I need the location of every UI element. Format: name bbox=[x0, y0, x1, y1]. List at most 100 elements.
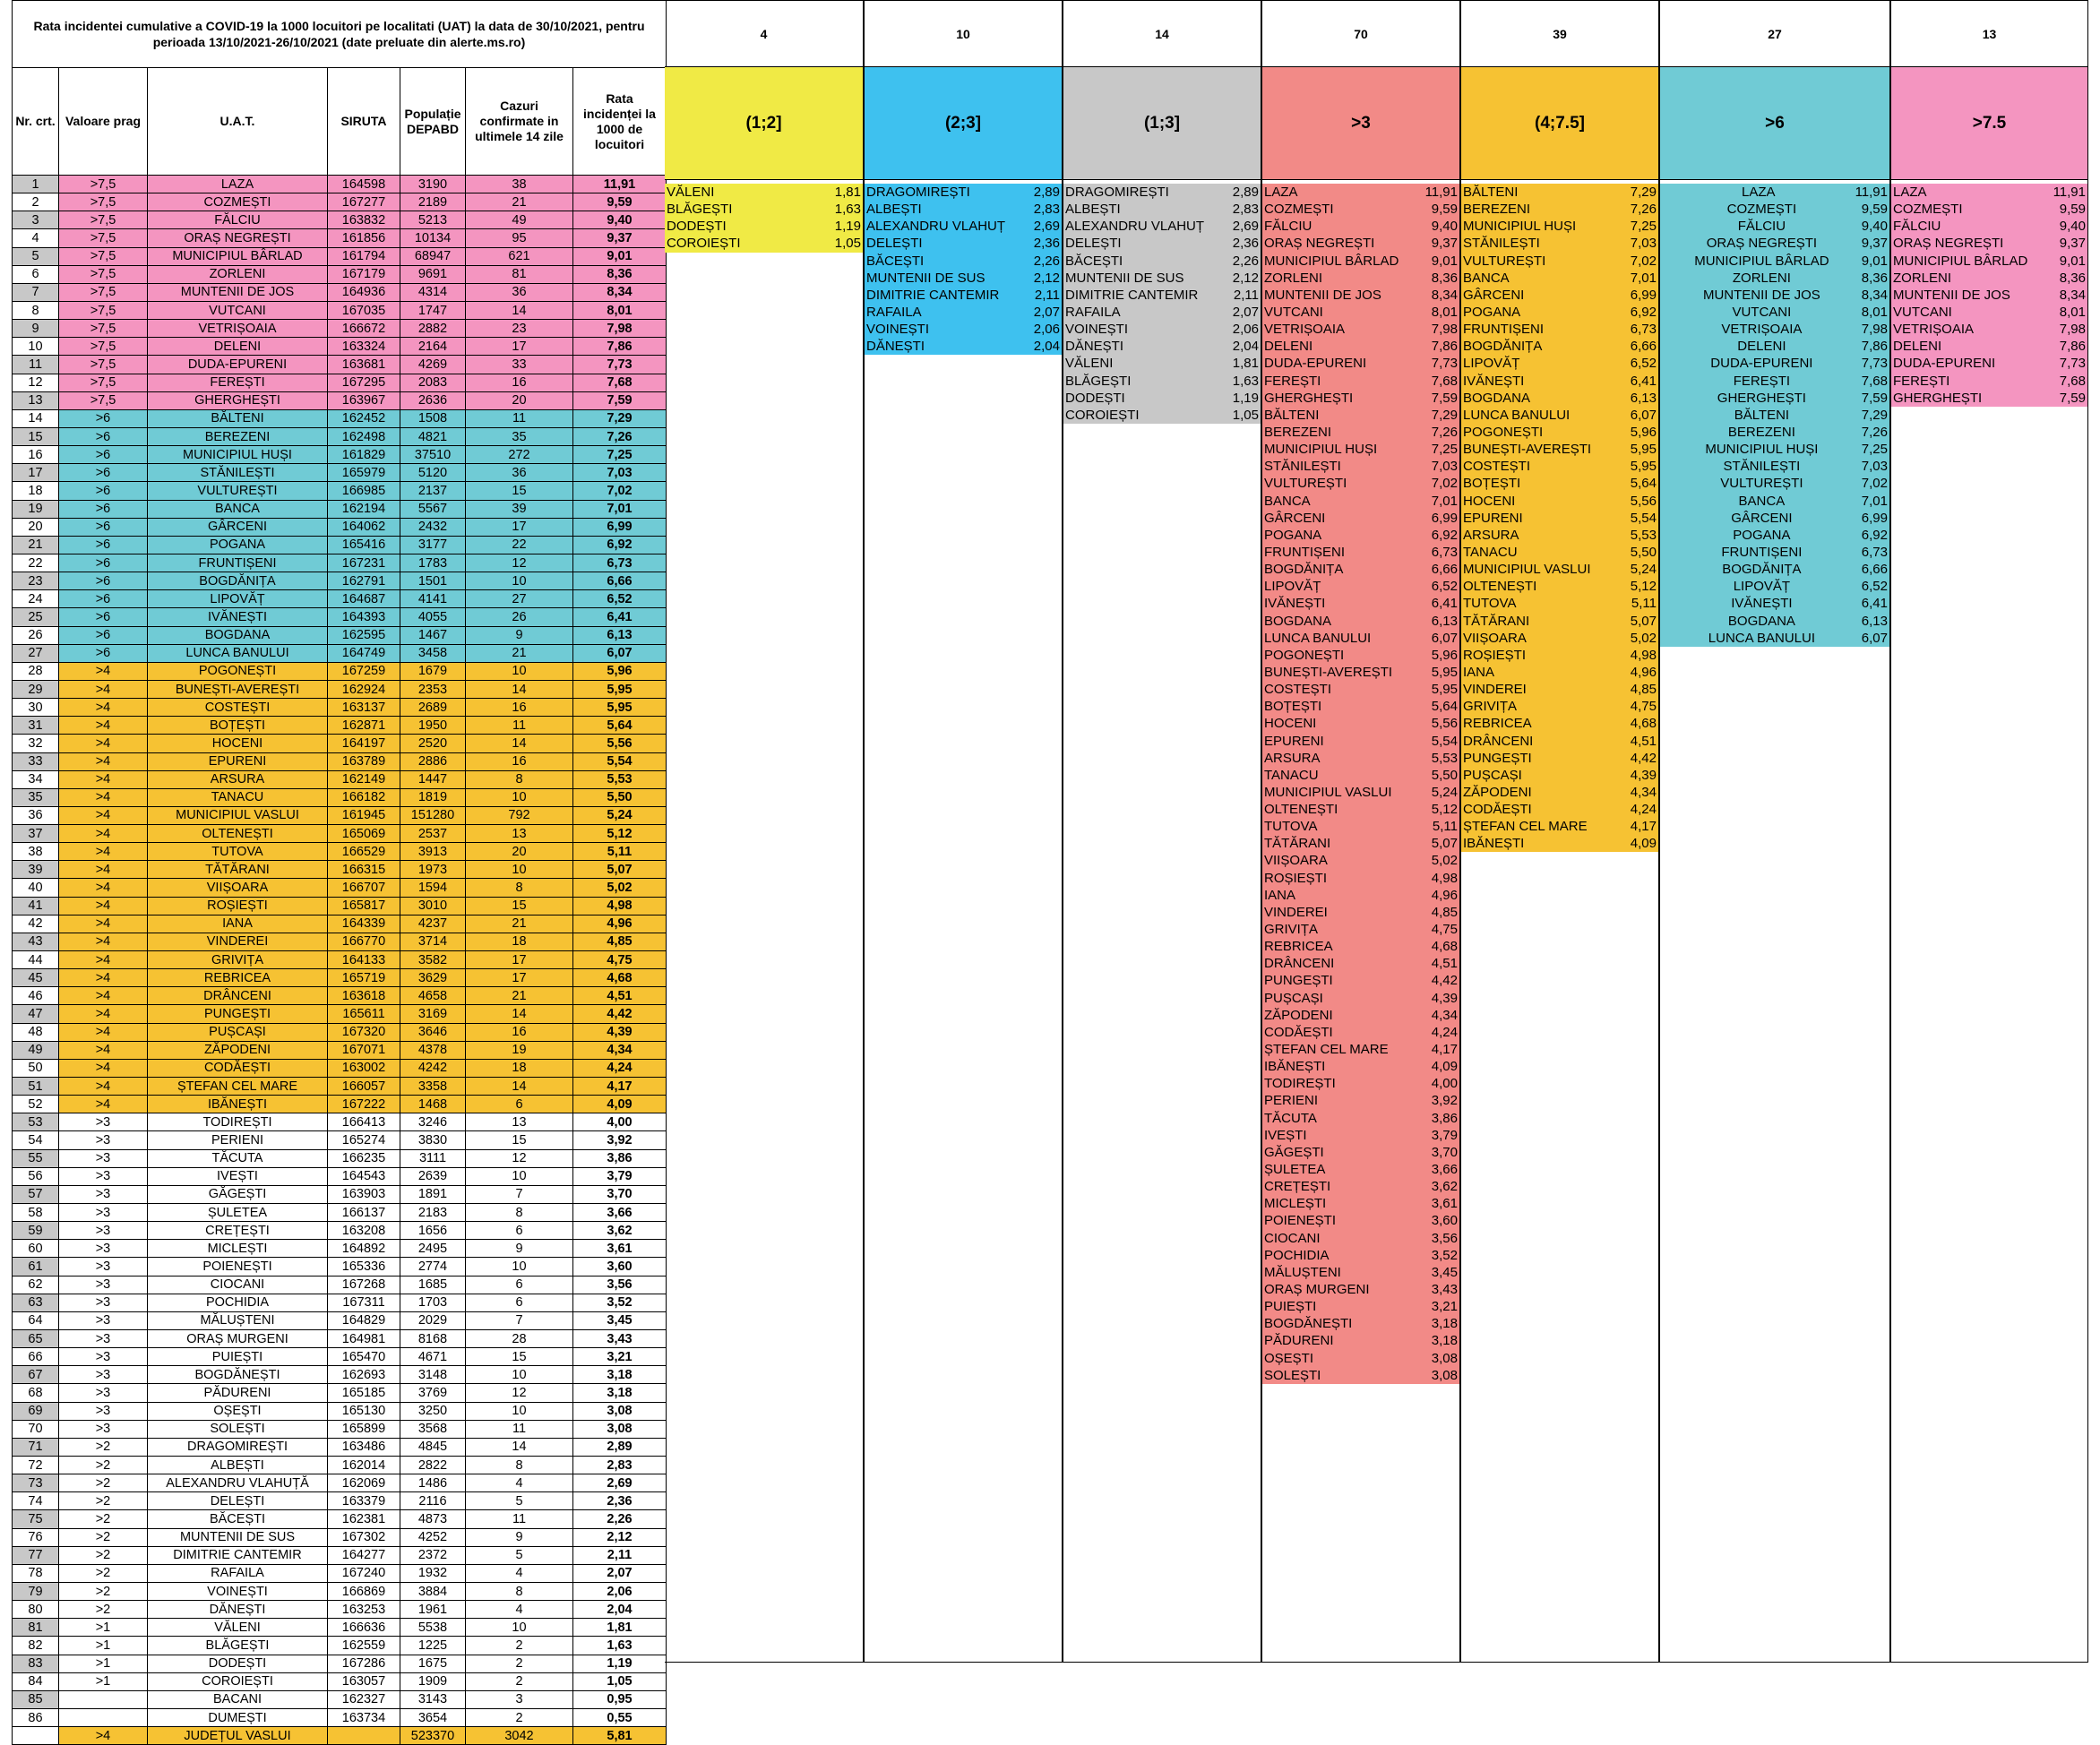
panel-item-value: 6,52 bbox=[1431, 579, 1458, 595]
row-uat: TĂTĂRANI bbox=[147, 860, 328, 880]
panel-item-name: RAFAILA bbox=[866, 304, 922, 320]
row-cazuri: 14 bbox=[465, 300, 573, 321]
panel-item-name: GÂRCENI bbox=[1463, 287, 1525, 303]
panel-list-item: DUDA-EPURENI 7,73 bbox=[1262, 355, 1459, 373]
panel-item-value: 9,59 bbox=[1861, 202, 1888, 218]
panel-item-value: 11,91 bbox=[1424, 185, 1458, 200]
table-body: 1 >7,5 LAZA 164598 3190 38 11,91 2 >7,5 COZMEȘTI 1… bbox=[12, 174, 667, 1745]
row-cazuri: 9 bbox=[465, 1239, 573, 1259]
panel-list-item: VIIȘOARA 5,02 bbox=[1262, 852, 1459, 870]
row-prag: >4 bbox=[58, 716, 148, 735]
row-populatie: 2083 bbox=[400, 373, 466, 392]
panel-list-item: SOLEȘTI 3,08 bbox=[1262, 1366, 1459, 1384]
row-populatie: 4873 bbox=[400, 1509, 466, 1529]
row-cazuri: 14 bbox=[465, 734, 573, 753]
row-prag: >4 bbox=[58, 805, 148, 826]
panel-item-value: 5,02 bbox=[1630, 630, 1657, 646]
row-cazuri: 49 bbox=[465, 211, 573, 230]
col-header-nr: Nr. crt. bbox=[12, 67, 59, 176]
row-prag: >7,5 bbox=[58, 337, 148, 357]
panel-item-name: IANA bbox=[1264, 887, 1296, 903]
row-siruta: 164133 bbox=[327, 950, 400, 970]
row-nr: 10 bbox=[12, 337, 59, 357]
panel-item-name: MICLEȘTI bbox=[1264, 1196, 1327, 1212]
panel-list-item: IANA 4,96 bbox=[1262, 886, 1459, 904]
row-cazuri: 6 bbox=[465, 1095, 573, 1114]
row-siruta: 167231 bbox=[327, 553, 400, 573]
row-siruta: 161945 bbox=[327, 805, 400, 826]
row-uat: PĂDURENI bbox=[147, 1383, 328, 1403]
row-uat: BACANI bbox=[147, 1689, 328, 1709]
row-prag: >7,5 bbox=[58, 174, 148, 194]
panel-list-item: BĂCEȘTI 2,26 bbox=[1063, 252, 1261, 270]
panel-list-item: BANCA 7,01 bbox=[1660, 492, 1889, 510]
total-row-nr bbox=[12, 1726, 59, 1745]
row-populatie: 2189 bbox=[400, 193, 466, 212]
row-uat: FEREȘTI bbox=[147, 373, 328, 392]
row-rata: 7,02 bbox=[572, 481, 667, 501]
row-uat: POCHIDIA bbox=[147, 1293, 328, 1312]
row-uat: COSTEȘTI bbox=[147, 698, 328, 718]
row-nr: 40 bbox=[12, 878, 59, 898]
row-uat: PUȘCAȘI bbox=[147, 1022, 328, 1042]
panel-item-value: 2,26 bbox=[1033, 253, 1060, 269]
row-cazuri: 17 bbox=[465, 950, 573, 970]
row-uat: DELENI bbox=[147, 337, 328, 357]
row-siruta: 165719 bbox=[327, 968, 400, 988]
table-row: 81 >1 VĂLENI 166636 5538 10 1,81 bbox=[12, 1618, 667, 1638]
row-cazuri: 2 bbox=[465, 1654, 573, 1673]
panel-item-name: MUNICIPIUL BÂRLAD bbox=[1694, 253, 1829, 269]
row-populatie: 1225 bbox=[400, 1636, 466, 1655]
panel-item-value: 7,68 bbox=[1861, 373, 1888, 389]
row-populatie: 4314 bbox=[400, 282, 466, 302]
row-uat: BOGDANA bbox=[147, 625, 328, 645]
panel-item-value: 2,06 bbox=[1033, 322, 1060, 338]
panel-item-value: 7,68 bbox=[2059, 373, 2086, 389]
panel-item-name: VULTUREȘTI bbox=[1463, 253, 1546, 269]
panel-list-item: POIENEȘTI 3,60 bbox=[1262, 1212, 1459, 1230]
panel-item-value: 4,85 bbox=[1431, 904, 1458, 920]
panel-item-name: ALEXANDRU VLAHUȚ bbox=[1065, 219, 1205, 235]
panel-list-item: FEREȘTI 7,68 bbox=[1891, 372, 2087, 390]
row-populatie: 2432 bbox=[400, 517, 466, 537]
panel-list-item: PUNGEȘTI 4,42 bbox=[1461, 749, 1658, 767]
row-nr: 70 bbox=[12, 1419, 59, 1439]
panel-list-item: BOGDANA 6,13 bbox=[1660, 612, 1889, 630]
table-row: 48 >4 PUȘCAȘI 167320 3646 16 4,39 bbox=[12, 1022, 667, 1042]
row-populatie: 1501 bbox=[400, 572, 466, 591]
row-nr: 36 bbox=[12, 805, 59, 826]
row-cazuri: 35 bbox=[465, 426, 573, 447]
panel-item-value: 2,83 bbox=[1232, 202, 1259, 218]
panel-item-value: 2,11 bbox=[1233, 287, 1259, 303]
row-nr: 48 bbox=[12, 1022, 59, 1042]
panel-list: LAZA 11,91 COZMEȘTI 9,59 FĂLCIU 9,40 ORAȘ NEGR… bbox=[1660, 184, 1889, 647]
panel-item-name: VETRIȘOAIA bbox=[1264, 322, 1346, 338]
row-populatie: 1594 bbox=[400, 878, 466, 898]
panel-item-name: VULTUREȘTI bbox=[1264, 476, 1347, 492]
row-uat: OLTENEȘTI bbox=[147, 824, 328, 844]
panel-item-value: 7,29 bbox=[1630, 185, 1657, 200]
panel-item-value: 3,18 bbox=[1431, 1333, 1458, 1349]
row-rata: 5,96 bbox=[572, 661, 667, 681]
row-uat: BOGDĂNIȚA bbox=[147, 572, 328, 591]
row-nr: 35 bbox=[12, 787, 59, 807]
panel-item-value: 5,64 bbox=[1630, 476, 1657, 492]
row-cazuri: 12 bbox=[465, 553, 573, 573]
row-prag: >3 bbox=[58, 1419, 148, 1439]
row-cazuri: 17 bbox=[465, 337, 573, 357]
panel-item-name: LIPOVĂȚ bbox=[1264, 579, 1321, 595]
panel-item-value: 8,01 bbox=[1431, 304, 1458, 320]
row-populatie: 4252 bbox=[400, 1527, 466, 1547]
row-siruta: 162924 bbox=[327, 679, 400, 700]
panel-item-value: 2,12 bbox=[1232, 270, 1259, 286]
table-row: 23 >6 BOGDĂNIȚA 162791 1501 10 6,66 bbox=[12, 572, 667, 591]
panel-item-value: 5,95 bbox=[1431, 682, 1458, 698]
row-nr: 67 bbox=[12, 1365, 59, 1385]
panel-item-name: STĂNILEȘTI bbox=[1463, 236, 1540, 252]
panel-list-item: VOINEȘTI 2,06 bbox=[865, 321, 1062, 339]
row-uat: MUNTENII DE SUS bbox=[147, 1527, 328, 1547]
row-prag: >4 bbox=[58, 842, 148, 862]
panel-list-item: MUNICIPIUL HUȘI 7,25 bbox=[1262, 441, 1459, 459]
row-nr: 64 bbox=[12, 1311, 59, 1331]
row-uat: ORAȘ MURGENI bbox=[147, 1328, 328, 1349]
